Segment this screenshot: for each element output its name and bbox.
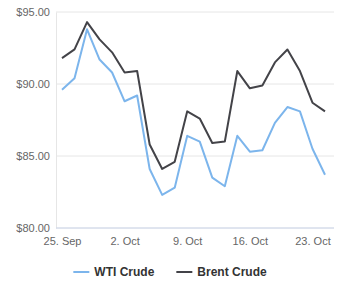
y-tick: $85.00 <box>16 150 56 162</box>
legend-symbol <box>176 271 192 273</box>
y-axis-line <box>56 13 57 229</box>
y-tick-label: $85.00 <box>16 150 50 162</box>
x-tick-label: 9. Oct <box>173 235 202 247</box>
grid <box>56 12 334 228</box>
y-tick-label: $90.00 <box>16 78 50 90</box>
x-tick: 9. Oct <box>173 228 202 247</box>
legend-symbol <box>73 271 89 273</box>
x-tick: 25. Sep <box>44 228 82 247</box>
series-line <box>62 29 325 195</box>
y-tick: $95.00 <box>16 6 56 18</box>
x-tick-label: 2. Oct <box>110 235 139 247</box>
y-tick-label: $80.00 <box>16 222 50 234</box>
x-tick: 16. Oct <box>233 228 268 247</box>
y-tick: $80.00 <box>16 222 56 234</box>
x-tick-label: 16. Oct <box>233 235 268 247</box>
grid-line <box>56 228 334 229</box>
x-tick: 2. Oct <box>110 228 139 247</box>
grid-line <box>56 12 334 13</box>
y-tick-label: $95.00 <box>16 6 50 18</box>
plot-area <box>62 22 325 195</box>
grid-line <box>56 156 334 157</box>
legend-item[interactable]: Brent Crude <box>176 265 267 279</box>
legend-label: WTI Crude <box>94 265 154 279</box>
legend-item[interactable]: WTI Crude <box>73 265 154 279</box>
chart: $80.00 $85.00 $90.00 $95.00 25. Sep 2. Oct 9. … <box>0 0 340 300</box>
y-axis: $80.00 $85.00 $90.00 $95.00 <box>16 6 56 234</box>
legend-label: Brent Crude <box>197 265 267 279</box>
x-tick-label: 23. Oct <box>295 235 330 247</box>
series-line <box>62 22 325 169</box>
x-tick-label: 25. Sep <box>44 235 82 247</box>
x-tick: 23. Oct <box>295 228 330 247</box>
x-axis: 25. Sep 2. Oct 9. Oct 16. Oct 23. Oct <box>44 228 334 247</box>
x-axis-line <box>56 228 334 229</box>
legend: WTI Crude Brent Crude <box>73 265 267 279</box>
y-tick: $90.00 <box>16 78 56 90</box>
grid-line <box>56 84 334 85</box>
